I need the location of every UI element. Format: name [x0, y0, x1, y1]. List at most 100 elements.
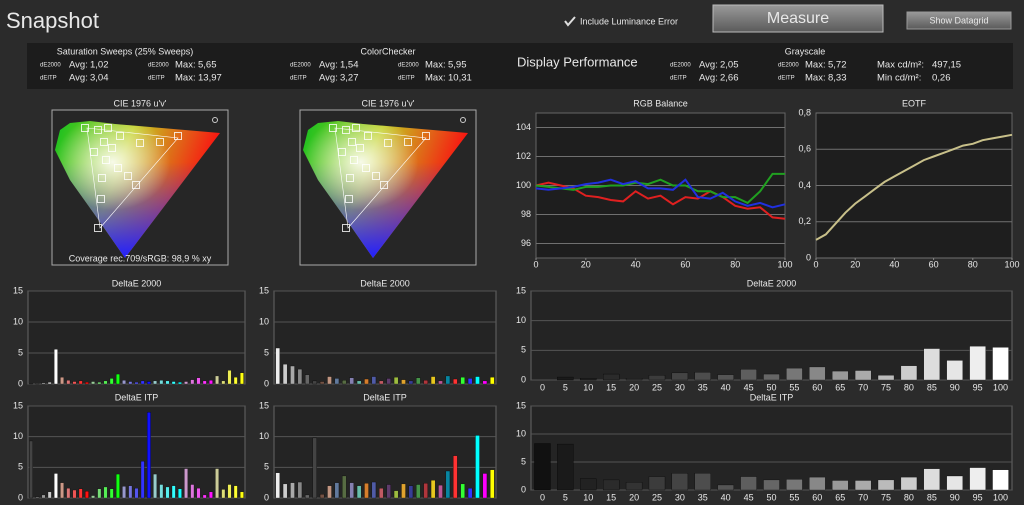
metric-text: 5,72 — [828, 60, 847, 71]
bar — [832, 370, 849, 381]
bar — [364, 378, 369, 385]
cie-marker — [100, 138, 108, 146]
metric-label: dE2000 — [398, 63, 419, 69]
bar — [147, 381, 151, 385]
x-tick-label: 100 — [993, 492, 1008, 502]
bar — [327, 485, 332, 499]
metric-label: dE2000 — [778, 63, 799, 69]
y-tick-label: 0 — [521, 374, 526, 384]
chart-title: EOTF — [902, 98, 927, 108]
metric-text: 3,04 — [90, 73, 109, 84]
x-tick-label: 40 — [721, 382, 731, 392]
x-tick-label: 0 — [813, 259, 818, 269]
cie-marker — [97, 195, 105, 203]
bar — [227, 484, 232, 499]
chart-title: DeltaE ITP — [363, 392, 407, 402]
y-tick-label: 0,6 — [798, 144, 811, 154]
checkbox[interactable]: Include Luminance Error — [564, 16, 678, 27]
x-tick-label: 50 — [766, 492, 776, 502]
x-tick-label: 20 — [850, 259, 860, 269]
cie-marker — [116, 132, 124, 140]
metric-text: 5,65 — [198, 60, 217, 71]
bar — [103, 380, 108, 385]
x-tick-label: 20 — [629, 382, 639, 392]
x-tick-label: 10 — [583, 382, 593, 392]
x-tick-label: 0 — [540, 382, 545, 392]
x-tick-label: 90 — [950, 382, 960, 392]
cie-marker — [90, 148, 98, 156]
y-tick-label: 5 — [521, 456, 526, 466]
cie-title: CIE 1976 u'v' — [362, 98, 415, 108]
cie-marker — [102, 156, 110, 164]
y-tick-label: 10 — [259, 431, 269, 441]
bar — [923, 348, 940, 381]
x-tick-label: 95 — [973, 492, 983, 502]
bar — [290, 365, 295, 385]
bar — [147, 412, 151, 499]
datagrid-button[interactable] — [906, 11, 1012, 30]
bar — [557, 443, 574, 491]
x-tick-label: 65 — [835, 492, 845, 502]
metric-text: 13,97 — [198, 73, 222, 84]
section-title: Saturation Sweeps (25% Sweeps) — [57, 46, 194, 56]
metric-label: dE2000 — [290, 63, 311, 69]
zoom-icon — [460, 117, 466, 123]
y-tick-label: 10 — [13, 431, 23, 441]
bar — [184, 468, 188, 499]
y-tick-label: 5 — [264, 462, 269, 472]
bar — [85, 381, 89, 385]
x-tick-label: 85 — [927, 382, 937, 392]
cie-marker — [364, 132, 372, 140]
bar — [109, 488, 114, 499]
y-tick-label: 15 — [259, 285, 269, 295]
x-tick-label: 25 — [652, 382, 662, 392]
bar — [786, 367, 803, 381]
bar — [992, 347, 1009, 381]
bar — [740, 476, 757, 491]
cie-marker — [348, 138, 356, 146]
y-tick-label: 0,8 — [798, 107, 811, 117]
bar — [460, 377, 465, 385]
bar — [625, 378, 643, 381]
metric-text: Avg: — [699, 60, 718, 71]
metric-label: dEITP — [40, 76, 57, 82]
y-tick-label: 10 — [13, 316, 23, 326]
display-performance: Display Performance — [517, 54, 638, 69]
metric-label: dE2000 — [40, 63, 61, 69]
measure-label[interactable]: Measure — [767, 10, 829, 27]
bar — [233, 485, 238, 499]
bar — [134, 381, 139, 385]
x-tick-label: 40 — [889, 259, 899, 269]
y-tick-label: 15 — [13, 285, 23, 295]
bar — [165, 380, 170, 385]
bar — [379, 488, 384, 499]
x-tick-label: 60 — [929, 259, 939, 269]
bar — [35, 383, 40, 385]
cie-marker — [346, 174, 354, 182]
cie-marker — [422, 132, 430, 140]
x-tick-label: 50 — [766, 382, 776, 392]
checkbox-label[interactable]: Include Luminance Error — [580, 16, 678, 26]
cie-marker — [404, 138, 412, 146]
measure-button[interactable] — [712, 4, 884, 33]
bar — [364, 483, 369, 499]
bar — [603, 373, 620, 381]
bar — [453, 455, 458, 499]
bar — [490, 469, 495, 499]
datagrid-label[interactable]: Show Datagrid — [929, 15, 988, 25]
bar — [349, 377, 354, 385]
metric-text: Max: — [175, 60, 196, 71]
metric-text: Max: — [805, 60, 826, 71]
bar — [66, 380, 71, 385]
x-tick-label: 70 — [858, 382, 868, 392]
bar — [165, 486, 170, 499]
x-tick-label: 80 — [904, 492, 914, 502]
bar — [349, 482, 354, 499]
bar — [923, 468, 940, 491]
metric-text: Avg: — [69, 73, 88, 84]
summary-panel — [27, 43, 1013, 89]
bar — [356, 485, 362, 499]
cie-marker — [350, 156, 358, 164]
x-tick-label: 20 — [581, 259, 591, 269]
x-tick-label: 10 — [583, 492, 593, 502]
